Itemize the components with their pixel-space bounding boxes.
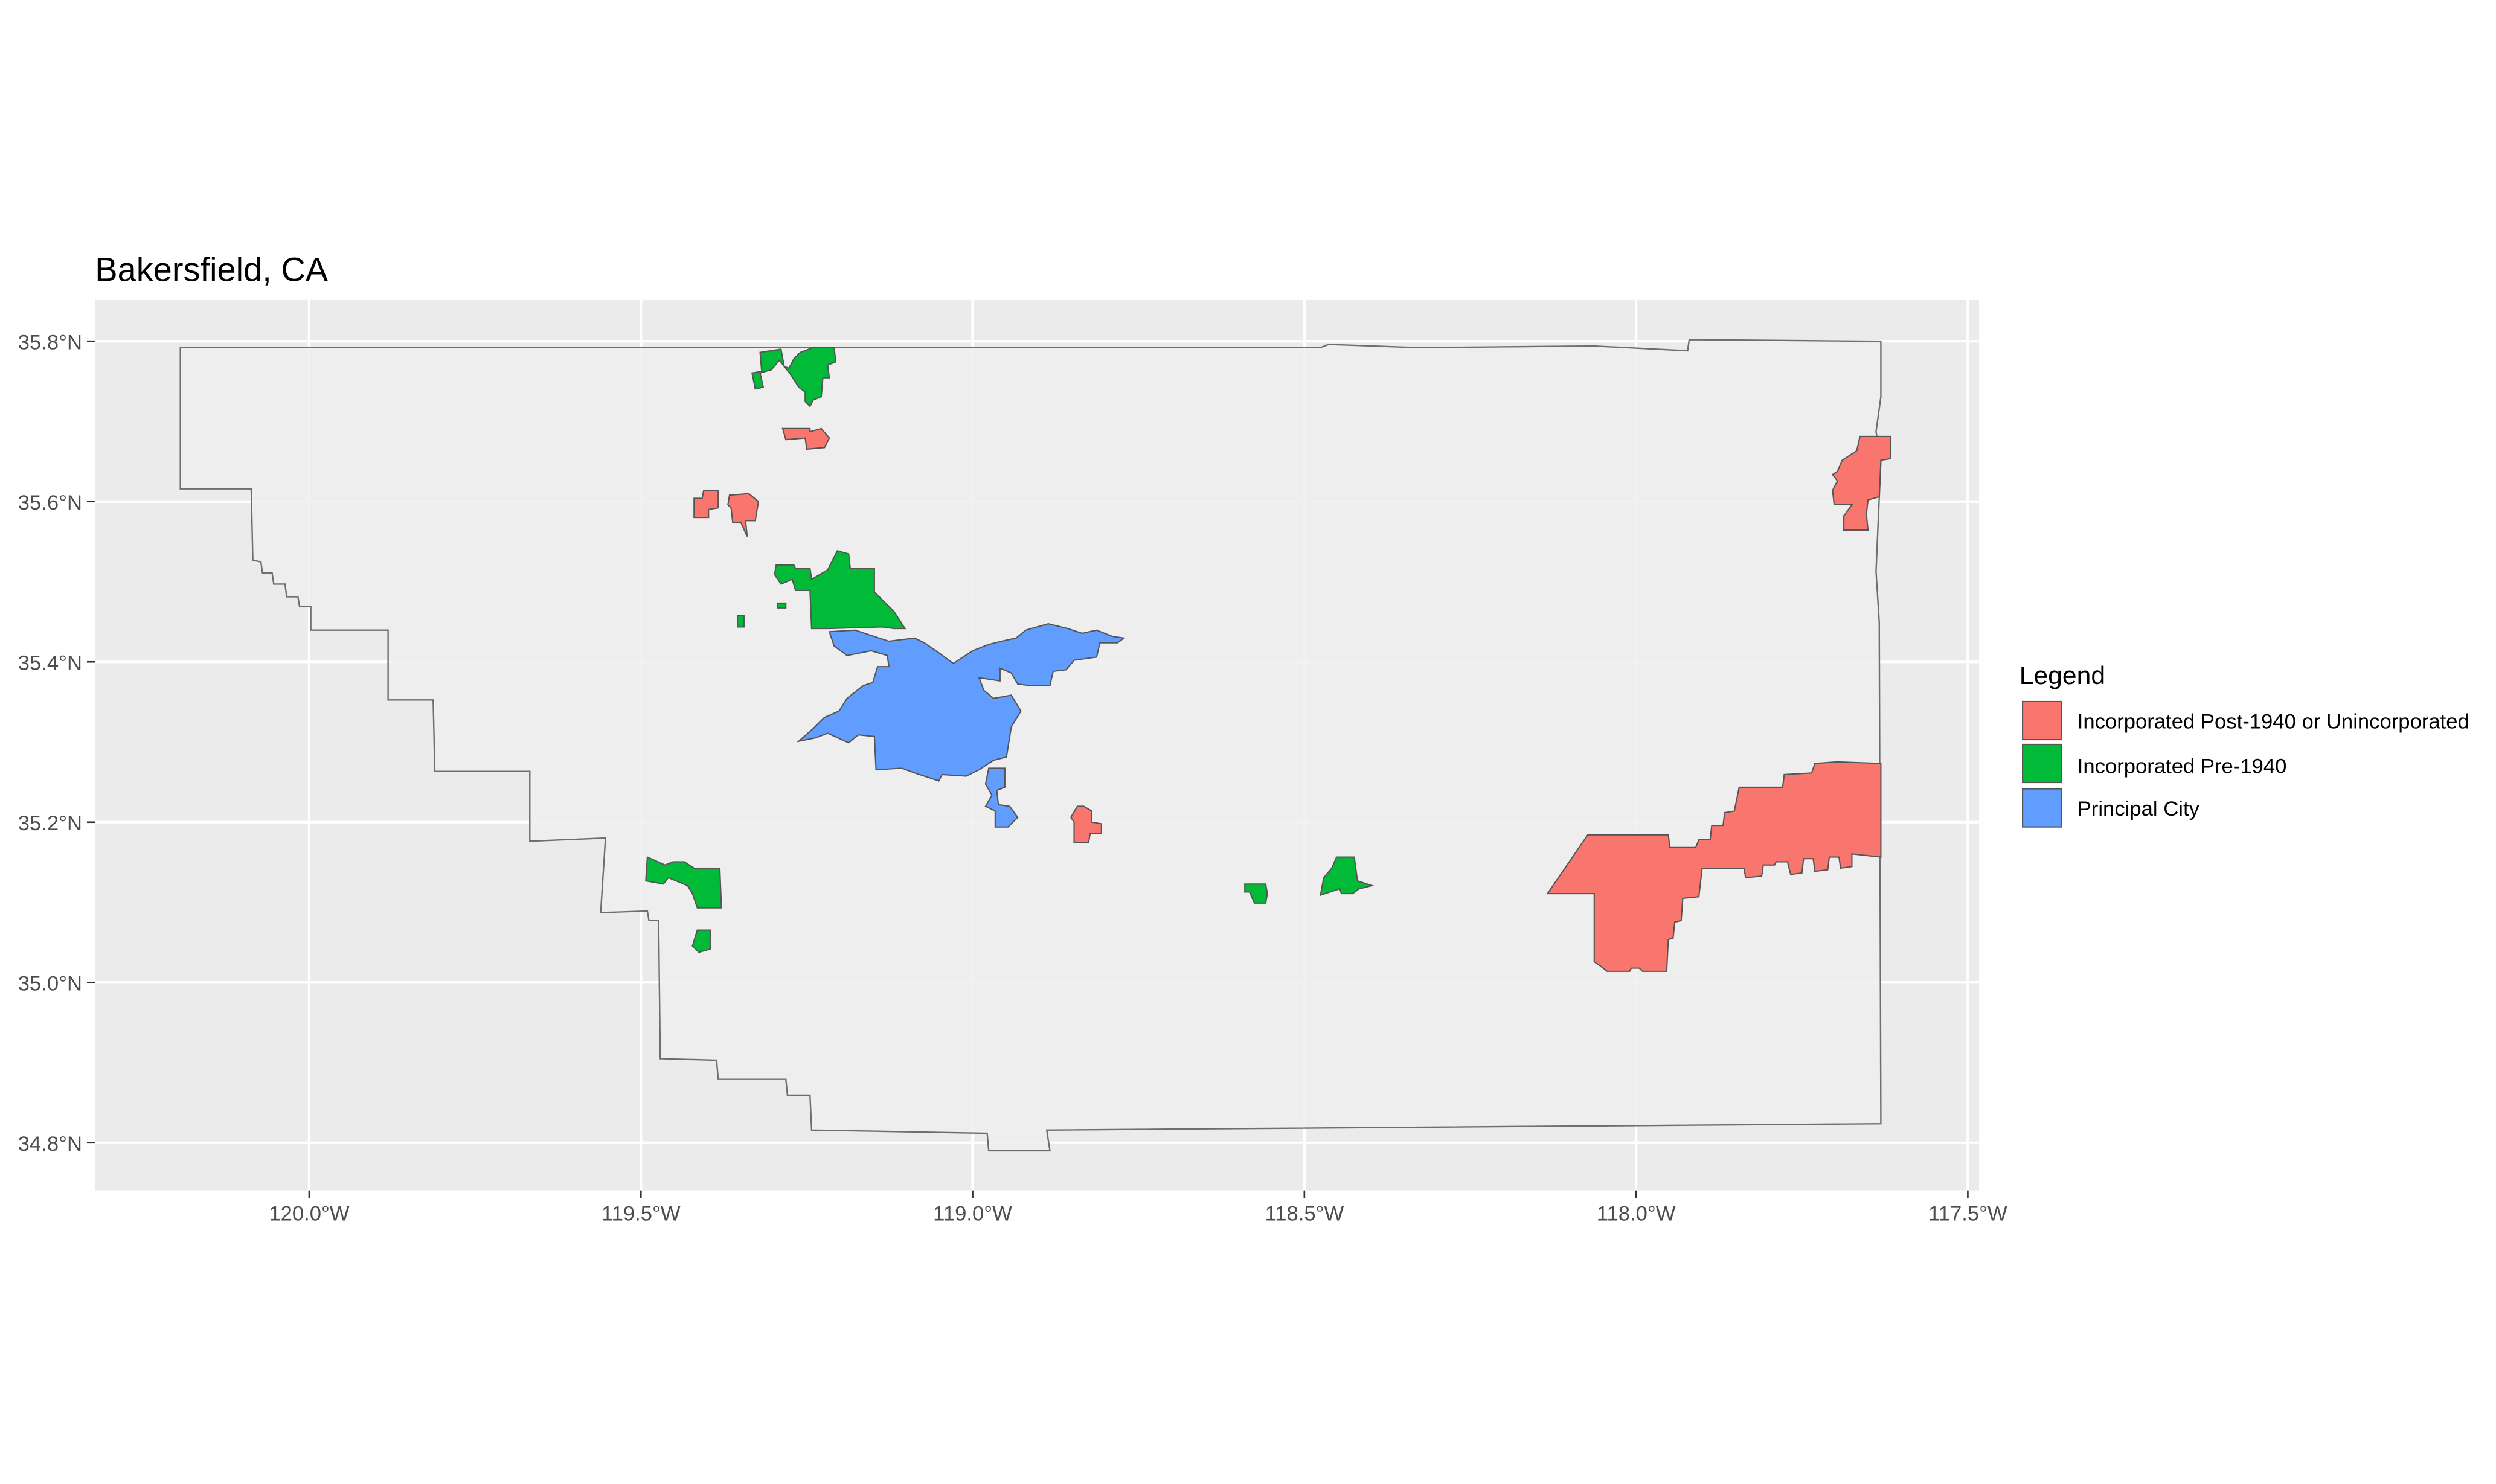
area-post-1940-northeast <box>1831 435 1891 531</box>
area-pre-1940-tiny-2 <box>777 602 787 609</box>
y-tick-label: 35.8°N <box>18 331 82 354</box>
y-tick-label: 34.8°N <box>18 1133 82 1156</box>
map-title: Bakersfield, CA <box>95 251 328 289</box>
area-post-1940-west-1 <box>693 490 719 519</box>
legend-title: Legend <box>2020 661 2105 689</box>
area-principal-south-strip <box>984 767 1019 828</box>
legend: Legend Incorporated Post-1940 or Unincor… <box>2020 661 2469 828</box>
x-tick-label: 120.0°W <box>269 1203 350 1226</box>
area-post-1940-west-2 <box>727 493 760 537</box>
legend-label-post-1940: Incorporated Post-1940 or Unincorporated <box>2077 711 2469 734</box>
legend-key-principal <box>2021 788 2062 828</box>
area-post-1940-east-large <box>1546 761 1882 972</box>
area-pre-1940-southwest <box>645 856 722 909</box>
y-tick-label: 35.4°N <box>18 652 82 675</box>
y-tick-label: 35.6°N <box>18 491 82 514</box>
areas-pre-1940 <box>645 347 1375 953</box>
x-tick-label: 119.0°W <box>933 1203 1012 1226</box>
y-tick-label: 35.0°N <box>18 973 82 996</box>
area-pre-1940-south-small <box>1244 883 1268 904</box>
area-pre-1940-tiny-1 <box>737 615 745 628</box>
area-post-1940-north-1 <box>781 427 830 450</box>
x-tick-label: 119.5°W <box>602 1203 681 1226</box>
x-tick-label: 118.5°W <box>1265 1203 1344 1226</box>
area-principal-bakersfield <box>796 623 1126 782</box>
areas-post-1940 <box>693 427 1891 972</box>
axis-ticks <box>86 340 1969 1198</box>
x-tick-label: 117.5°W <box>1928 1203 2007 1226</box>
legend-key-post-1940 <box>2021 700 2062 741</box>
areas-principal <box>796 623 1126 828</box>
legend-key-pre-1940 <box>2021 743 2062 784</box>
y-axis-labels: 35.8°N 35.6°N 35.4°N 35.2°N 35.0°N 34.8°… <box>18 331 82 1156</box>
y-tick-label: 35.2°N <box>18 812 82 835</box>
area-pre-1940-north <box>751 347 837 408</box>
area-pre-1940-shafter <box>774 549 906 630</box>
area-pre-1940-tehachapi <box>1320 856 1375 897</box>
x-axis-labels: 120.0°W 119.5°W 119.0°W 118.5°W 118.0°W … <box>269 1203 2007 1226</box>
area-post-1940-south <box>1070 805 1102 843</box>
legend-label-pre-1940: Incorporated Pre-1940 <box>2077 755 2287 778</box>
area-pre-1940-southwest-small <box>691 929 711 953</box>
legend-label-principal: Principal City <box>2077 798 2200 820</box>
x-tick-label: 118.0°W <box>1597 1203 1676 1226</box>
county-boundary <box>179 339 1882 1152</box>
